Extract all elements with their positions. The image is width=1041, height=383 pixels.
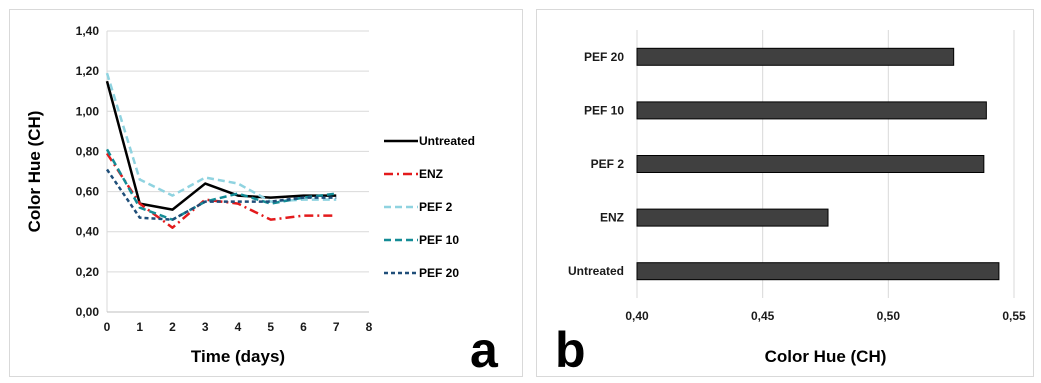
x-tick-label: 4 [235,320,242,334]
x-tick-label: 0,40 [625,309,649,323]
series-line [105,168,337,221]
y-tick-label: 0,60 [76,185,100,199]
panel-label-b: b [555,322,586,378]
y-axis-title: Color Hue (CH) [25,111,44,233]
x-tick-label: 5 [267,320,274,334]
category-label: Untreated [568,264,624,278]
bar [636,262,1000,281]
x-axis-title: Color Hue (CH) [765,347,887,366]
bar-chart: 0,40 0,45 0,50 0,55 Untreated ENZ PEF 2 PEF 10 P… [568,30,1026,366]
category-label: ENZ [600,211,624,225]
series-line [105,148,337,221]
y-tick-label: 0,20 [76,265,100,279]
bar [636,155,985,173]
y-tick-label: 0,40 [76,225,100,239]
y-tick-label: 1,40 [76,24,100,38]
y-tick-label: 1,20 [76,64,100,78]
bar-chart-panel: 0,40 0,45 0,50 0,55 Untreated ENZ PEF 2 PEF 10 P… [536,9,1034,377]
legend-label: PEF 20 [419,266,459,280]
x-tick-label: 6 [300,320,307,334]
series-line [105,72,337,203]
y-tick-label: 0,00 [76,305,100,319]
panel-label-a: a [470,322,498,378]
category-label: PEF 10 [584,103,624,117]
legend-label: PEF 10 [419,233,459,247]
category-label: PEF 2 [591,157,625,171]
x-tick-label: 1 [136,320,143,334]
x-tick-label: 0,55 [1002,309,1026,323]
y-tick-label: 1,00 [76,104,100,118]
x-tick-label: 2 [169,320,176,334]
bar [636,101,987,120]
legend-label: ENZ [419,167,443,181]
x-tick-label: 7 [333,320,340,334]
line-chart: 0,00 0,20 0,40 0,60 0,80 1,00 1,20 1,40 0 1 2 3 4 5 6 7… [25,24,475,366]
legend-label: PEF 2 [419,200,453,214]
x-tick-label: 3 [202,320,209,334]
x-tick-label: 0,50 [877,309,901,323]
x-tick-label: 0 [104,320,111,334]
y-tick-label: 0,80 [76,144,100,158]
line-chart-panel: 0,00 0,20 0,40 0,60 0,80 1,00 1,20 1,40 0 1 2 3 4 5 6 7… [9,9,523,377]
bar [636,208,829,227]
x-tick-label: 0,45 [751,309,775,323]
x-axis-title: Time (days) [191,347,285,366]
legend-label: Untreated [419,134,475,148]
category-label: PEF 20 [584,50,624,64]
x-tick-label: 8 [366,320,373,334]
series-line [105,80,337,211]
bar [636,47,955,66]
series-line [105,152,337,229]
